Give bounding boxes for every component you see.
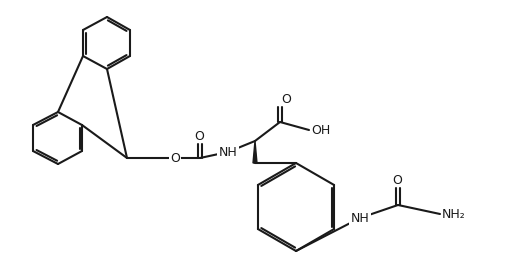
Text: O: O <box>392 174 402 187</box>
Text: NH₂: NH₂ <box>442 207 466 221</box>
Text: NH: NH <box>351 211 369 225</box>
Text: O: O <box>170 151 180 165</box>
Text: OH: OH <box>311 123 330 137</box>
Text: NH: NH <box>219 146 237 158</box>
Text: O: O <box>194 130 204 143</box>
Text: O: O <box>281 93 291 106</box>
Polygon shape <box>253 141 257 163</box>
